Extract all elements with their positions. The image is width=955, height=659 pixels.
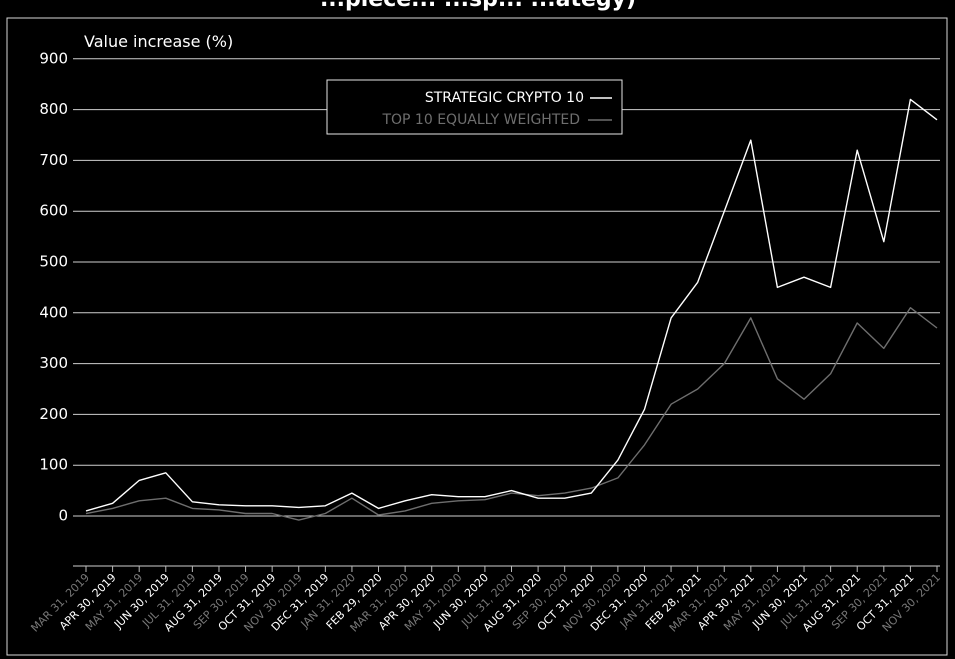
legend-box bbox=[326, 79, 623, 135]
gridlines bbox=[73, 58, 940, 567]
y-tick-label: 0 bbox=[58, 507, 68, 525]
y-tick-label: 600 bbox=[39, 202, 68, 220]
legend-label-top-10-equally-weighted: TOP 10 EQUALLY WEIGHTED bbox=[381, 112, 580, 128]
y-tick-label: 400 bbox=[39, 303, 68, 321]
cut-off-title-fragment: ...piece... ...sp... ...ategy) bbox=[320, 0, 636, 12]
series-line-0 bbox=[85, 98, 938, 512]
y-axis-label: Value increase (%) bbox=[84, 32, 233, 51]
y-tick-label: 300 bbox=[39, 354, 68, 372]
y-tick-label: 200 bbox=[39, 405, 68, 423]
y-tick-label: 700 bbox=[39, 151, 68, 169]
chart-frame bbox=[6, 17, 948, 656]
series-line-1 bbox=[85, 307, 938, 521]
series-lines bbox=[85, 98, 938, 521]
y-tick-label: 500 bbox=[39, 253, 68, 271]
legend-label-strategic-crypto-10: STRATEGIC CRYPTO 10 bbox=[425, 90, 584, 106]
y-tick-label: 800 bbox=[39, 100, 68, 118]
y-tick-label: 100 bbox=[39, 456, 68, 474]
y-tick-label: 900 bbox=[39, 49, 68, 67]
legend: STRATEGIC CRYPTO 10 TOP 10 EQUALLY WEIGH… bbox=[326, 79, 623, 135]
y-axis-ticks: 0 100 200 300 400 500 600 700 800 900 bbox=[39, 49, 68, 524]
